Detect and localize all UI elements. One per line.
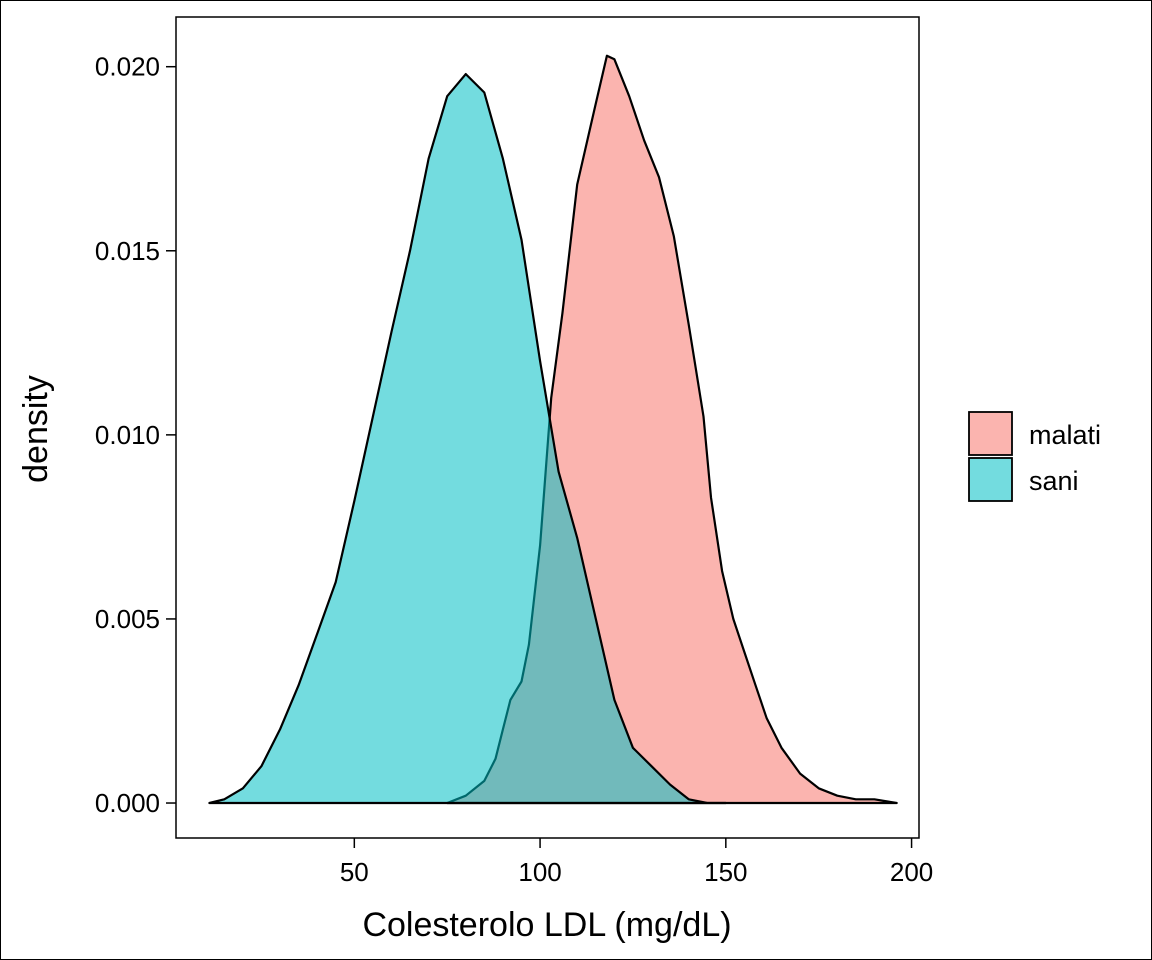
y-axis: 0.000 0.005 0.010 0.015 0.020: [95, 52, 176, 818]
y-tick-label-0.005: 0.005: [95, 604, 160, 634]
series-layer: [208, 54, 898, 805]
y-tick-label-0.010: 0.010: [95, 420, 160, 450]
y-axis-title: density: [17, 375, 55, 483]
x-tick-label-100: 100: [518, 857, 561, 887]
legend-swatch-malati: [968, 411, 1013, 456]
x-tick-label-200: 200: [890, 857, 933, 887]
x-tick-label-50: 50: [340, 857, 369, 887]
y-tick-label-0.020: 0.020: [95, 52, 160, 82]
legend-label-sani: sani: [1029, 466, 1079, 496]
x-axis-title: Colesterolo LDL (mg/dL): [362, 906, 731, 944]
legend-swatch-sani: [968, 457, 1013, 502]
x-tick-label-150: 150: [704, 857, 747, 887]
y-tick-label-0.015: 0.015: [95, 236, 160, 266]
x-axis: 50 100 150 200: [340, 838, 933, 887]
legend: malati sani: [968, 411, 1101, 502]
density-area-sani: [208, 73, 727, 805]
legend-label-malati: malati: [1029, 420, 1101, 450]
y-tick-label-0.000: 0.000: [95, 788, 160, 818]
